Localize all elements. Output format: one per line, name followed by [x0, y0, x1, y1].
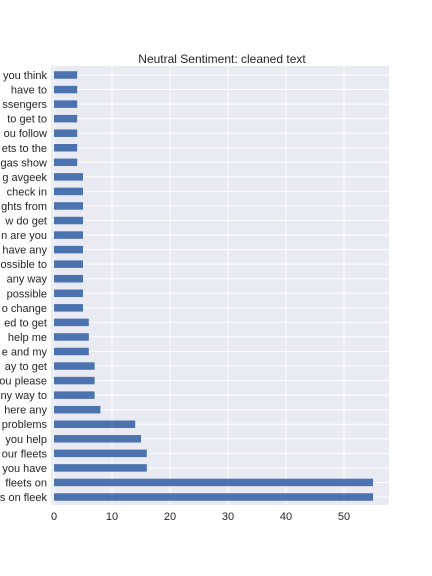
bar [54, 231, 83, 239]
bar [54, 449, 147, 458]
bar [54, 260, 83, 268]
chart-title: Neutral Sentiment: cleaned text [138, 52, 306, 66]
y-tick-label: problems [2, 419, 48, 431]
bar [54, 158, 78, 167]
bar [54, 391, 95, 399]
y-tick-label: ossible to [1, 259, 47, 271]
x-tick-label: 40 [280, 511, 292, 523]
bar [54, 114, 78, 123]
y-tick-label: our fleets [2, 448, 48, 460]
x-tick-label: 20 [164, 511, 176, 523]
y-tick-label: ny way to [1, 390, 47, 402]
bar [54, 100, 78, 108]
bar [54, 245, 83, 254]
y-tick-label: ets to the [2, 143, 47, 155]
bar [54, 405, 101, 414]
bar [54, 493, 373, 501]
bar [54, 202, 83, 210]
bar [54, 362, 95, 370]
y-tick-label: ou follow [4, 128, 47, 140]
bar [54, 216, 83, 225]
x-tick-label: 0 [51, 511, 57, 523]
y-tick-label: you help [5, 434, 47, 446]
y-tick-label: here any [4, 405, 47, 417]
y-tick-label: help me [8, 332, 47, 344]
bar [54, 478, 373, 487]
bar [54, 289, 83, 298]
bar [54, 347, 89, 356]
y-tick-label: have any [2, 245, 47, 257]
bar [54, 376, 95, 385]
y-tick-label: check in [7, 186, 47, 198]
bar [54, 71, 78, 79]
bar [54, 420, 136, 428]
x-tick-label: 30 [222, 511, 234, 523]
y-tick-label: w do get [4, 216, 47, 228]
y-tick-label: have to [11, 85, 47, 97]
bar [54, 435, 141, 443]
y-tick-label: ay to get [5, 361, 47, 373]
bar [54, 274, 83, 283]
bar [54, 333, 89, 341]
y-tick-label: ghts from [1, 201, 47, 213]
bar [54, 144, 78, 152]
y-tick-label: g avgeek [2, 172, 47, 184]
y-tick-label: you think [3, 70, 48, 82]
y-tick-label: gas show [1, 157, 48, 169]
y-tick-label: e and my [2, 346, 48, 358]
bar [54, 187, 83, 196]
x-tick-label: 50 [338, 511, 350, 523]
y-tick-label: ed to get [4, 317, 47, 329]
x-tick-labels: 0 10 20 30 40 50 [51, 511, 350, 523]
y-tick-label: ssengers [2, 99, 47, 111]
plot-background [51, 66, 389, 505]
bar [54, 464, 147, 472]
y-tick-label: any way [7, 274, 48, 286]
y-tick-label: fleets on [5, 477, 47, 489]
bars [54, 71, 373, 501]
y-tick-label: n are you [1, 230, 47, 242]
bar [54, 173, 83, 181]
y-tick-label: to get to [7, 114, 47, 126]
bar [54, 304, 83, 312]
y-tick-label: o change [2, 303, 47, 315]
y-tick-label: possible [7, 288, 47, 300]
y-tick-labels: s on fleek fleets on you have our fleets you… [0, 70, 47, 504]
x-tick-label: 10 [106, 511, 118, 523]
y-tick-label: s on fleek [0, 492, 47, 504]
bar [54, 129, 78, 137]
y-tick-label: you have [2, 463, 47, 475]
bar [54, 318, 89, 327]
y-tick-label: ou please [0, 376, 47, 388]
bar [54, 85, 78, 94]
